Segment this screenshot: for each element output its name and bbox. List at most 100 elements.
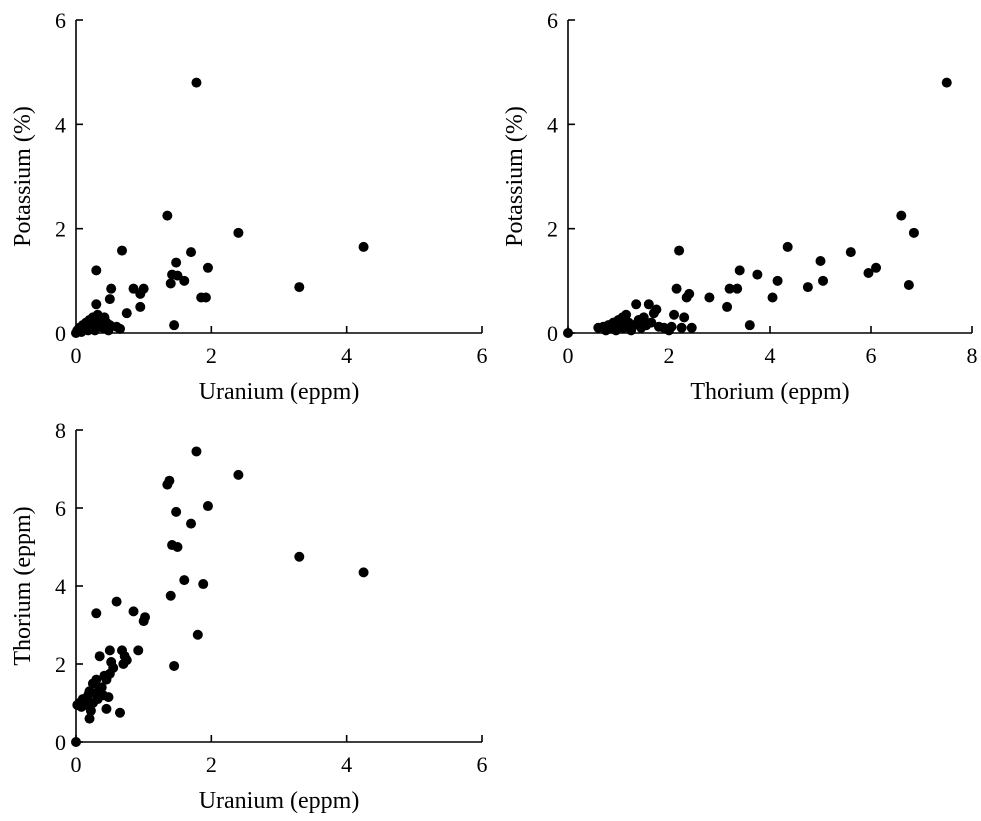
data-point bbox=[91, 608, 102, 619]
data-point bbox=[103, 692, 114, 703]
data-point bbox=[128, 606, 139, 617]
data-point bbox=[643, 299, 654, 310]
x-tick-label: 2 bbox=[206, 343, 217, 368]
data-point bbox=[631, 299, 642, 310]
data-point bbox=[294, 282, 305, 293]
data-point bbox=[233, 227, 244, 238]
data-point bbox=[621, 309, 632, 320]
data-point bbox=[871, 262, 882, 273]
data-point bbox=[85, 705, 96, 716]
x-tick-label: 6 bbox=[477, 343, 488, 368]
data-point bbox=[896, 210, 907, 221]
data-point bbox=[818, 275, 829, 286]
data-point bbox=[666, 321, 677, 332]
data-point bbox=[101, 703, 112, 714]
data-point bbox=[84, 713, 95, 724]
data-point bbox=[186, 518, 197, 529]
x-axis-label: Uranium (eppm) bbox=[199, 379, 360, 405]
y-tick-label: 2 bbox=[55, 652, 66, 677]
data-point bbox=[179, 275, 190, 286]
data-point bbox=[686, 322, 697, 333]
data-point bbox=[358, 567, 369, 578]
x-axis-label: Thorium (eppm) bbox=[690, 379, 849, 405]
data-point bbox=[722, 301, 733, 312]
x-axis-label: Uranium (eppm) bbox=[199, 788, 360, 814]
data-point bbox=[169, 320, 180, 331]
data-point bbox=[358, 241, 369, 252]
x-tick-label: 4 bbox=[341, 343, 352, 368]
data-point bbox=[165, 590, 176, 601]
data-point bbox=[133, 645, 144, 656]
data-point bbox=[121, 655, 132, 666]
data-point bbox=[638, 312, 649, 323]
data-point bbox=[91, 299, 102, 310]
data-point bbox=[646, 317, 657, 328]
data-point bbox=[96, 682, 107, 693]
data-point bbox=[108, 662, 119, 673]
y-axis-label: Thorium (eppm) bbox=[10, 506, 36, 665]
data-point bbox=[186, 247, 197, 258]
data-point bbox=[140, 612, 151, 623]
data-point bbox=[202, 262, 213, 273]
data-point bbox=[91, 674, 102, 685]
data-point bbox=[165, 278, 176, 289]
data-point bbox=[294, 551, 305, 562]
data-point bbox=[91, 265, 102, 276]
x-tick-label: 0 bbox=[563, 343, 574, 368]
data-point bbox=[191, 446, 202, 457]
x-tick-label: 6 bbox=[477, 752, 488, 777]
y-tick-label: 2 bbox=[547, 217, 558, 242]
data-point bbox=[941, 77, 952, 88]
x-tick-label: 4 bbox=[341, 752, 352, 777]
data-point bbox=[233, 469, 244, 480]
data-point bbox=[114, 707, 125, 718]
data-point bbox=[169, 660, 180, 671]
x-tick-label: 0 bbox=[71, 752, 82, 777]
data-point bbox=[903, 280, 914, 291]
data-point bbox=[704, 292, 715, 303]
data-point bbox=[121, 308, 132, 319]
data-point bbox=[164, 475, 175, 486]
data-point bbox=[106, 283, 117, 294]
x-tick-label: 4 bbox=[765, 343, 776, 368]
data-point bbox=[198, 579, 209, 590]
y-axis-label: Potassium (%) bbox=[10, 106, 36, 247]
data-point bbox=[135, 301, 146, 312]
y-tick-label: 8 bbox=[55, 418, 66, 443]
data-point bbox=[744, 320, 755, 331]
data-point bbox=[563, 328, 573, 338]
x-tick-label: 8 bbox=[967, 343, 978, 368]
data-point bbox=[767, 292, 778, 303]
data-point bbox=[94, 651, 105, 662]
data-point bbox=[200, 292, 211, 303]
data-point bbox=[782, 241, 793, 252]
y-tick-label: 6 bbox=[547, 8, 558, 33]
data-point bbox=[676, 322, 687, 333]
y-tick-label: 0 bbox=[55, 730, 66, 755]
data-point bbox=[679, 312, 690, 323]
y-tick-label: 4 bbox=[55, 574, 66, 599]
data-point bbox=[724, 283, 735, 294]
data-point bbox=[772, 275, 783, 286]
data-point bbox=[162, 210, 173, 221]
y-tick-label: 0 bbox=[547, 321, 558, 346]
data-point bbox=[138, 283, 149, 294]
data-point bbox=[179, 575, 190, 586]
data-point bbox=[734, 265, 745, 276]
panel-u-th: 0 2 4 6 0 2 4 6 8 Uranium (eppm) Thorium (eppm) bbox=[10, 418, 488, 814]
y-axis-label: Potassium (%) bbox=[502, 106, 528, 247]
data-point bbox=[104, 645, 115, 656]
panel-u-k: 0 2 4 6 0 2 4 6 Uranium (eppm) Potassium (%) bbox=[10, 8, 488, 405]
data-point bbox=[671, 283, 682, 294]
data-point bbox=[863, 268, 874, 279]
y-tick-label: 4 bbox=[55, 112, 66, 137]
x-tick-label: 2 bbox=[664, 343, 675, 368]
x-tick-label: 0 bbox=[71, 343, 82, 368]
data-point bbox=[845, 247, 856, 258]
data-point bbox=[752, 269, 763, 280]
x-tick-label: 2 bbox=[206, 752, 217, 777]
data-point bbox=[111, 596, 122, 607]
data-point bbox=[114, 323, 125, 334]
data-point bbox=[171, 506, 182, 517]
